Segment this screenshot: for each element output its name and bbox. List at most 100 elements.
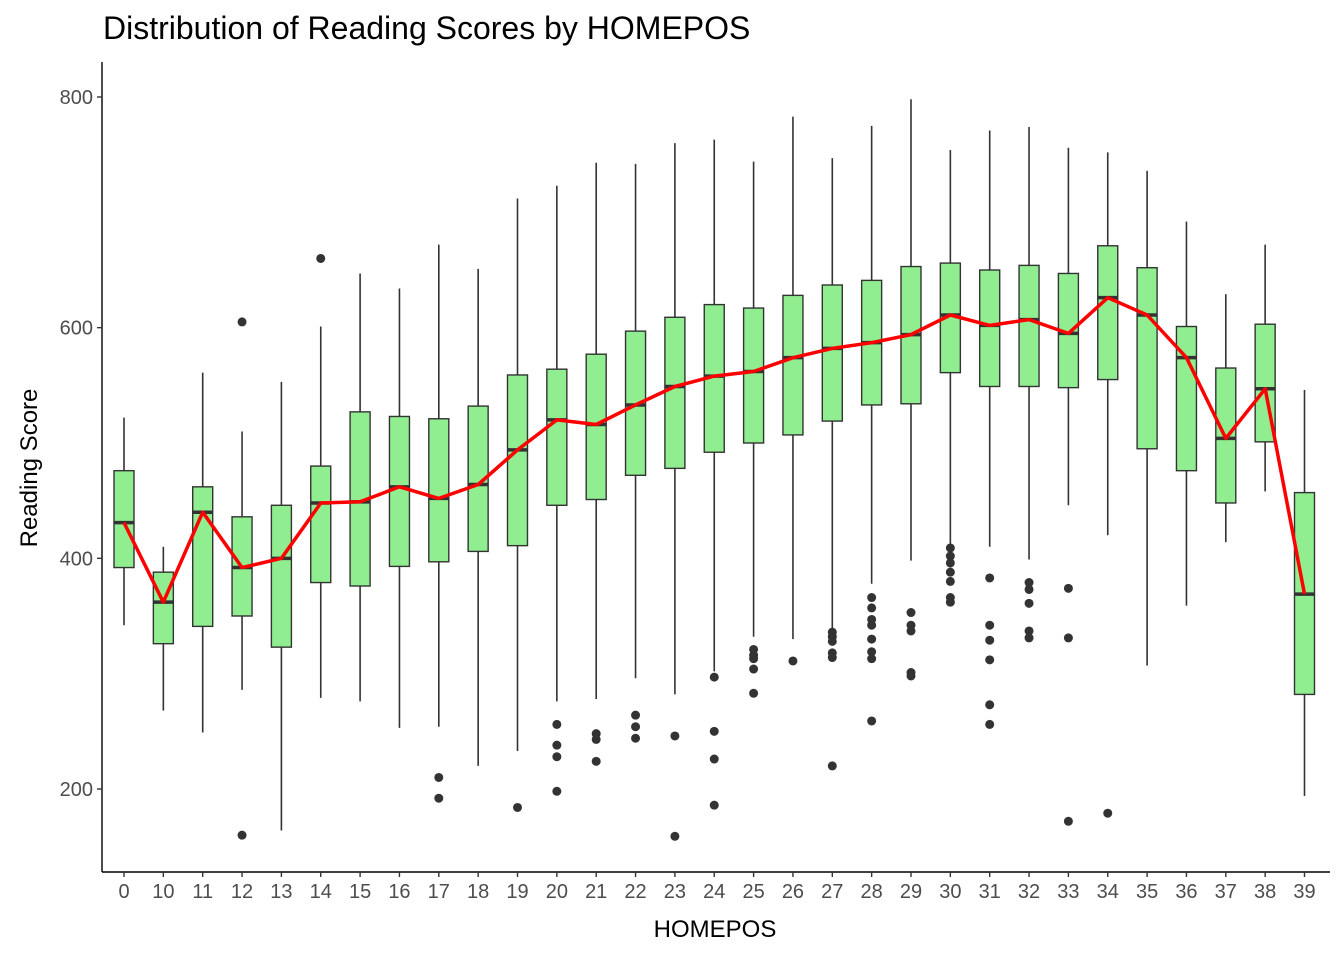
outlier-point (867, 620, 877, 630)
x-tick-label: 13 (270, 881, 292, 903)
x-tick-label: 35 (1136, 881, 1158, 903)
box-iqr (979, 269, 1001, 388)
outlier-point (1063, 583, 1073, 593)
outlier-point (867, 654, 877, 664)
x-tick-label: 24 (703, 881, 725, 903)
outlier-point (867, 634, 877, 644)
box-iqr (585, 353, 607, 501)
x-tick-label: 15 (349, 881, 371, 903)
outlier-point (945, 558, 955, 568)
outlier-point (945, 543, 955, 553)
box-iqr (1175, 325, 1198, 472)
outlier-point (237, 317, 247, 327)
box-iqr (742, 307, 765, 444)
box-38 (1254, 244, 1276, 492)
outlier-point (985, 620, 995, 630)
box-iqr (467, 405, 489, 553)
outlier-point (788, 656, 798, 666)
x-tick-label: 22 (624, 881, 646, 903)
box-iqr (1097, 245, 1119, 381)
x-tick-label: 23 (664, 881, 686, 903)
x-tick-label: 16 (388, 881, 410, 903)
box-iqr (1136, 266, 1158, 450)
outlier-point (552, 719, 562, 729)
box-16 (388, 288, 411, 728)
box-13 (270, 381, 293, 831)
outlier-point (1063, 633, 1073, 643)
outlier-point (552, 786, 562, 796)
box-26 (782, 116, 804, 640)
outlier-point (631, 722, 641, 732)
outlier-point (237, 830, 247, 840)
outlier-point (552, 752, 562, 762)
outlier-point (631, 710, 641, 720)
x-tick-label: 32 (1018, 881, 1040, 903)
y-tick-label: 800 (60, 87, 93, 109)
outlier-point (709, 726, 719, 736)
box-19 (506, 198, 529, 751)
outlier-point (945, 551, 955, 561)
box-22 (624, 163, 647, 679)
x-tick-label: 26 (782, 881, 804, 903)
boxes-layer (113, 99, 1316, 831)
x-tick-label: 19 (506, 881, 528, 903)
outlier-point (906, 608, 916, 618)
outlier-point (945, 576, 955, 586)
box-iqr (664, 316, 686, 470)
box-36 (1175, 221, 1198, 606)
box-10 (152, 546, 175, 711)
x-tick-label: 38 (1254, 881, 1276, 903)
outlier-point (316, 253, 326, 263)
x-tick-label: 14 (310, 881, 332, 903)
outlier-point (709, 800, 719, 810)
outlier-point (867, 593, 877, 603)
outlier-point (1103, 808, 1113, 818)
outlier-point (1063, 816, 1073, 826)
x-tick-label: 31 (979, 881, 1001, 903)
outlier-point (945, 597, 955, 607)
outlier-point (867, 647, 877, 657)
x-tick-label: 28 (861, 881, 883, 903)
outlier-point (591, 756, 601, 766)
box-35 (1136, 170, 1158, 666)
box-iqr (1018, 264, 1040, 388)
box-iqr (388, 415, 411, 568)
outlier-point (867, 603, 877, 613)
box-iqr (782, 294, 804, 436)
outlier-point (434, 772, 444, 782)
box-24 (703, 139, 725, 672)
y-tick-label: 400 (60, 548, 93, 570)
box-iqr (191, 486, 214, 628)
box-iqr (310, 465, 332, 584)
x-tick-label: 30 (939, 881, 961, 903)
box-32 (1018, 126, 1040, 560)
x-tick-label: 34 (1097, 881, 1119, 903)
outlier-point (1024, 584, 1034, 594)
outlier-point (827, 653, 837, 663)
outlier-point (749, 664, 759, 674)
box-18 (467, 268, 489, 766)
box-25 (742, 161, 765, 637)
chart-title: Distribution of Reading Scores by HOMEPO… (103, 10, 751, 46)
outlier-point (709, 754, 719, 764)
y-tick-label: 600 (60, 318, 93, 340)
box-14 (310, 326, 332, 698)
outlier-point (631, 733, 641, 743)
outlier-point (552, 740, 562, 750)
x-axis-label: HOMEPOS (653, 916, 777, 943)
box-21 (585, 162, 607, 700)
x-tick-label: 25 (742, 881, 764, 903)
x-tick-label: 20 (546, 881, 568, 903)
outlier-point (985, 573, 995, 583)
x-tick-label: 0 (118, 881, 129, 903)
outlier-point (906, 671, 916, 681)
outlier-point (434, 793, 444, 803)
x-tick-label: 11 (192, 881, 213, 903)
outlier-point (985, 700, 995, 710)
x-tick-label: 39 (1293, 881, 1315, 903)
box-28 (860, 125, 883, 584)
box-15 (349, 273, 371, 702)
outlier-point (906, 626, 916, 636)
box-31 (979, 130, 1001, 547)
